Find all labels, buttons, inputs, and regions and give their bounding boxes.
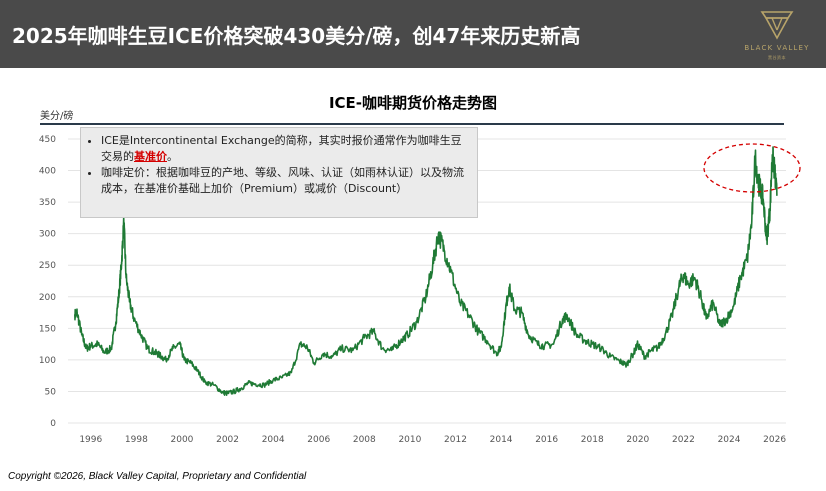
note-box: ICE是Intercontinental Exchange的简称，其实时报价通常… [80, 127, 478, 218]
y-tick-label: 300 [39, 230, 56, 240]
x-tick-label: 1998 [125, 435, 148, 445]
y-tick-label: 100 [39, 356, 56, 366]
copyright-footer: Copyright ©2026, Black Valley Capital, P… [8, 471, 307, 482]
y-tick-label: 50 [45, 387, 57, 397]
x-tick-label: 2006 [307, 435, 330, 445]
page-title: 2025年咖啡生豆ICE价格突破430美分/磅，创47年来历史新高 [12, 24, 581, 48]
x-tick-label: 2018 [581, 435, 604, 445]
x-tick-label: 2022 [672, 435, 695, 445]
note-item-ice: ICE是Intercontinental Exchange的简称，其实时报价通常… [101, 133, 469, 165]
logo-name: BLACK VALLEY [744, 44, 810, 52]
x-tick-label: 2020 [626, 435, 649, 445]
y-axis-label: 美分/磅 [40, 111, 74, 122]
peak-highlight-ellipse [703, 143, 801, 193]
y-tick-label: 250 [39, 261, 56, 271]
y-tick-label: 350 [39, 198, 56, 208]
x-tick-label: 2008 [353, 435, 376, 445]
header-banner: 2025年咖啡生豆ICE价格突破430美分/磅，创47年来历史新高 BLACK … [0, 0, 826, 68]
x-tick-label: 2000 [171, 435, 194, 445]
price-series-line [74, 146, 778, 396]
x-tick-label: 2026 [763, 435, 786, 445]
x-tick-label: 2024 [718, 435, 741, 445]
x-tick-label: 2016 [535, 435, 558, 445]
x-tick-label: 2010 [398, 435, 421, 445]
x-tick-label: 2012 [444, 435, 467, 445]
x-tick-label: 2014 [490, 435, 513, 445]
valley-emblem-icon [760, 11, 794, 40]
y-tick-label: 400 [39, 167, 56, 177]
y-tick-label: 200 [39, 293, 56, 303]
x-tick-label: 2002 [216, 435, 239, 445]
chart-title: ICE-咖啡期货价格走势图 [328, 94, 498, 112]
benchmark-highlight: 基准价 [134, 150, 167, 163]
y-tick-label: 0 [50, 419, 56, 429]
note-item-pricing: 咖啡定价：根据咖啡豆的产地、等级、风味、认证（如雨林认证）以及物流成本，在基准价… [101, 165, 469, 197]
logo-subtitle: 黑谷资本 [768, 55, 786, 60]
x-tick-label: 1996 [79, 435, 102, 445]
y-tick-label: 150 [39, 324, 56, 334]
y-tick-label: 450 [39, 135, 56, 145]
title-divider [40, 123, 784, 125]
x-tick-label: 2004 [262, 435, 285, 445]
black-valley-logo: BLACK VALLEY 黑谷资本 [728, 8, 826, 64]
